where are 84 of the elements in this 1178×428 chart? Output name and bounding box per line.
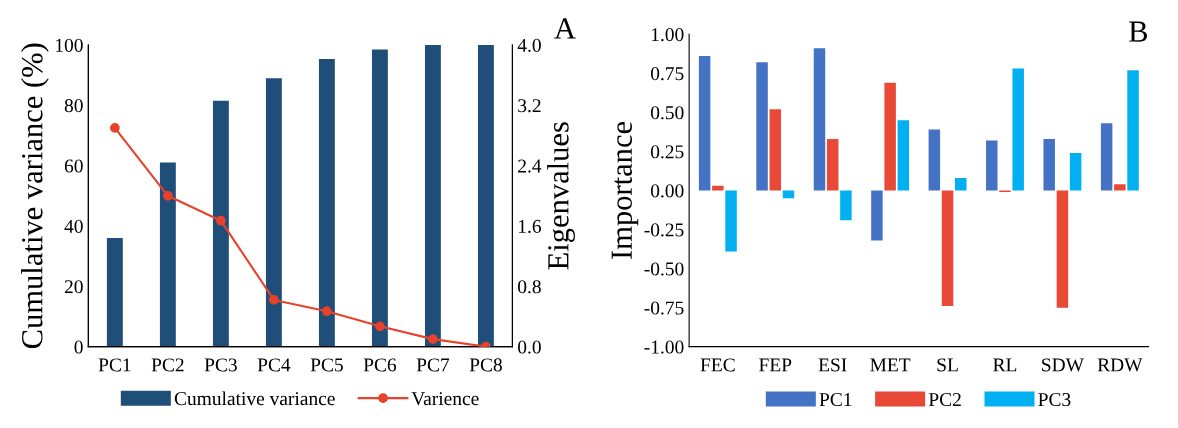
bar <box>1069 152 1082 191</box>
x-tick-label: PC4 <box>257 358 291 372</box>
x-tick-label: PC7 <box>416 358 450 372</box>
x-tick-label: SL <box>937 358 958 372</box>
bar <box>813 48 826 191</box>
x-tick-label: PC8 <box>469 358 502 372</box>
y2-tick-label: 2.4 <box>518 159 542 173</box>
x-tick-label: RL <box>993 358 1017 372</box>
y-tick-label: 80 <box>64 99 83 113</box>
y-tick-label: 0.00 <box>650 184 684 198</box>
bar <box>1100 123 1113 191</box>
bar <box>212 100 229 347</box>
point <box>428 334 438 344</box>
bar <box>884 82 896 191</box>
bar <box>1043 138 1055 191</box>
bar <box>1114 184 1126 191</box>
bar <box>477 44 494 347</box>
point <box>216 215 226 226</box>
point <box>375 321 385 332</box>
y2-tick-label: 4.0 <box>517 38 541 52</box>
y-tick-label: 0.25 <box>650 145 684 159</box>
x-tick-label: PC2 <box>151 358 184 372</box>
point <box>269 295 279 305</box>
y-axis-title: Cumulative variance (%) <box>21 43 49 349</box>
bar <box>756 62 768 191</box>
x-tick-label: PC1 <box>98 358 131 372</box>
legend-label: Cumulative variance <box>174 391 335 406</box>
y-tick-label: 0.75 <box>650 67 684 81</box>
y-tick-label: -1.00 <box>644 340 684 354</box>
bar <box>941 190 954 307</box>
y-axis-title: Importance <box>611 121 639 259</box>
bar <box>840 190 852 221</box>
y-tick-label: -0.75 <box>644 301 684 315</box>
y-tick-label: 0 <box>74 340 83 354</box>
y-tick-label: 1.00 <box>651 28 684 42</box>
y-tick-label: -0.25 <box>644 223 684 237</box>
bar <box>725 190 737 252</box>
bar <box>769 109 782 191</box>
y-tick-label: 60 <box>64 159 83 173</box>
bar <box>106 238 123 347</box>
bar <box>1012 68 1024 191</box>
x-tick-label: FEP <box>759 358 792 372</box>
x-tick-label: ESI <box>818 358 847 372</box>
bar <box>871 190 883 241</box>
bar <box>265 78 282 347</box>
legend-label: PC3 <box>1038 393 1071 407</box>
y2-tick-label: 0.0 <box>518 340 541 354</box>
bar <box>986 140 998 191</box>
y-tick-label: -0.50 <box>644 262 684 276</box>
bar <box>159 162 176 347</box>
y-tick-label: 20 <box>64 280 83 294</box>
legend-label: PC2 <box>928 393 961 407</box>
text: A <box>554 18 576 39</box>
annotation: B <box>1129 21 1148 42</box>
y2-axis-title: Eigenvalues <box>547 122 575 270</box>
bar <box>1056 190 1069 308</box>
y-tick-label: 100 <box>56 38 83 52</box>
point <box>109 123 120 133</box>
bar <box>698 56 711 191</box>
bar <box>897 120 910 191</box>
bar <box>826 138 839 191</box>
bar <box>371 49 388 347</box>
bar <box>318 59 335 347</box>
bar <box>424 44 441 347</box>
y-tick-label: 40 <box>64 219 83 233</box>
y2-tick-label: 1.6 <box>519 219 542 234</box>
x-tick-label: RDW <box>1097 358 1143 372</box>
bar <box>955 177 967 191</box>
x-tick-label: MET <box>870 358 911 372</box>
x-tick-label: PC5 <box>310 358 343 372</box>
bar <box>1127 70 1139 191</box>
bar <box>928 129 941 191</box>
x-tick-label: PC3 <box>204 358 237 372</box>
x-tick-label: FEC <box>700 358 735 372</box>
point <box>163 190 173 201</box>
point <box>322 306 332 317</box>
bar <box>782 190 795 199</box>
y-tick-label: 0.50 <box>650 106 684 120</box>
x-tick-label: PC6 <box>363 358 397 372</box>
legend-label: PC1 <box>819 393 852 407</box>
y2-tick-label: 3.2 <box>518 99 541 113</box>
x-tick-label: SDW <box>1042 358 1084 372</box>
legend-label: Varience <box>411 392 479 406</box>
y2-tick-label: 0.8 <box>518 280 541 294</box>
